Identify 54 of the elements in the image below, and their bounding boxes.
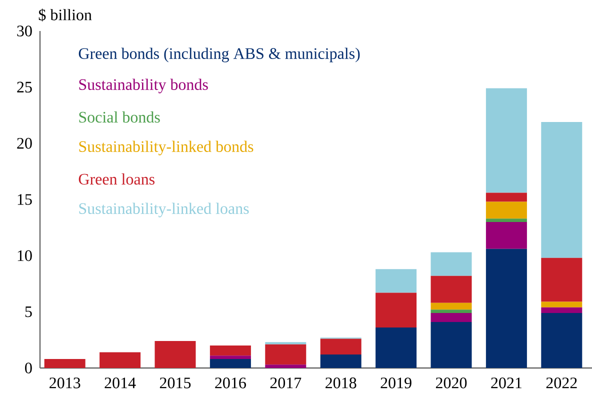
bar [265,364,306,368]
bar [486,88,527,193]
text: Sustainability bonds [79,78,208,94]
bar [376,269,417,293]
text: Sustainability-linked bonds [79,140,254,156]
bar [486,222,527,249]
bar [541,122,582,258]
x-tick-label: 2019 [380,378,412,388]
bar [376,292,417,328]
bar [486,202,527,219]
x-tick-label: 2020 [436,378,467,388]
bar [430,310,472,313]
bar [541,312,582,368]
y-tick-label: 15 [18,194,32,205]
y-tick-label: 10 [18,250,32,262]
x-tick-label: 2017 [270,378,302,388]
text: Green loans [78,173,154,185]
bar [541,302,582,308]
bar [486,192,527,202]
x-tick-label: 2013 [50,378,80,388]
bar [430,252,472,276]
bar [376,328,417,368]
x-tick-label: 2021 [491,378,522,388]
bar [210,359,251,368]
bar [486,218,527,222]
bar [430,276,472,303]
bar [210,346,251,356]
y-tick-label: 25 [17,82,32,93]
bar [486,248,527,368]
y-tick-label: 0 [25,362,32,374]
bar [154,341,196,368]
text: Sustainability-linked loans [79,202,249,218]
bar [320,338,362,355]
x-tick-label: 2014 [104,378,136,388]
bar [430,302,472,310]
bar [430,312,472,322]
x-tick-label: 2022 [546,378,577,388]
x-tick-label: 2016 [215,378,246,388]
y-axis-title: $ billion [38,8,92,22]
x-tick-label: 2018 [326,378,356,388]
bar [541,307,582,313]
y-tick-label: 30 [17,26,32,36]
bar [320,354,362,368]
bar [541,258,582,302]
bar [210,356,251,360]
bar [430,322,472,368]
y-tick-label: 5 [25,306,32,318]
text: Social bonds [79,111,160,123]
y-tick-label: 20 [17,138,32,149]
bar [100,352,141,368]
x-tick-label: 2015 [160,378,191,388]
text: Green bonds (including ABS & municipals) [78,48,360,62]
bar [265,344,306,365]
bar [44,359,86,368]
